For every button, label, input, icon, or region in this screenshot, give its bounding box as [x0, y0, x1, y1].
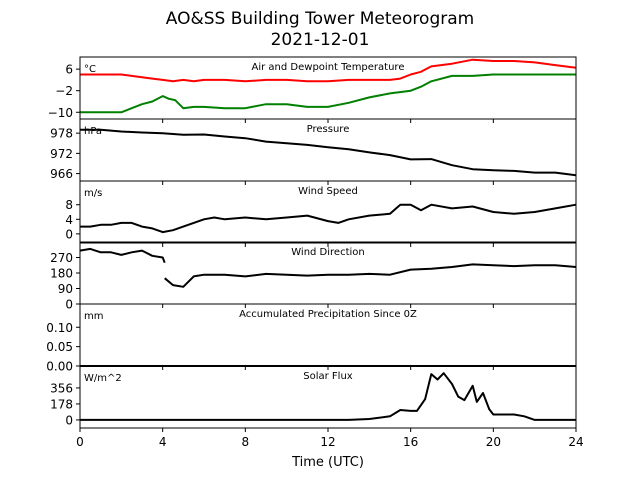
- x-tick-label: 16: [403, 435, 418, 449]
- x-tick-label: 4: [159, 435, 167, 449]
- temp-ytick-label: −10: [48, 106, 73, 120]
- pressure-unit-label: hPa: [84, 126, 102, 137]
- solar-series-line-0: [80, 372, 576, 421]
- x-tick-label: 12: [320, 435, 335, 449]
- temp-panel-title: Air and Dewpoint Temperature: [252, 62, 405, 73]
- chart-subtitle: 2021-12-01: [271, 30, 370, 50]
- panel-precip: 0.10 0.05 0.00 Accumulated Precipitation Si…: [46, 303, 577, 374]
- wind-direction-series-line-1: [164, 263, 577, 288]
- temp-series-line-1: [80, 73, 576, 114]
- pressure-panel-title: Pressure: [307, 124, 350, 135]
- wind-speed-ytick-label: 0: [65, 227, 73, 241]
- wind-direction-series-line-0: [79, 247, 166, 264]
- precip-ytick-label: 0.10: [46, 321, 73, 335]
- wind-direction-ytick-label: 270: [50, 251, 73, 265]
- wind-direction-ytick-label: 180: [50, 267, 73, 281]
- wind-speed-series-line-0: [80, 203, 577, 234]
- chart-title: AO&SS Building Tower Meteorogram: [166, 9, 474, 29]
- pressure-ytick-label: 978: [50, 127, 73, 141]
- wind-direction-panel-title: Wind Direction: [291, 247, 365, 258]
- precip-ytick-label: 0.00: [46, 360, 73, 374]
- solar-ytick-label: 178: [50, 397, 73, 411]
- temp-series-line-0: [80, 58, 577, 83]
- solar-panel-title: Solar Flux: [303, 371, 353, 382]
- precip-panel-title: Accumulated Precipitation Since 0Z: [239, 309, 417, 320]
- x-tick-label: 0: [76, 435, 84, 449]
- x-tick-label: 24: [568, 435, 583, 449]
- wind-direction-ytick-label: 0: [65, 298, 73, 312]
- wind-speed-ytick-label: 4: [65, 213, 73, 227]
- panel-solar: 356 178 0 Solar Flux W/m^2: [50, 365, 577, 432]
- solar-unit-label: W/m^2: [84, 373, 122, 384]
- wind-speed-panel-title: Wind Speed: [298, 186, 358, 197]
- solar-ytick-label: 356: [50, 381, 73, 395]
- wind-speed-unit-label: m/s: [84, 188, 102, 199]
- panel-pressure: 978 972 966 Pressure hPa: [50, 118, 577, 185]
- panel-wind-speed: 840 Wind Speed m/s: [65, 180, 577, 247]
- x-tick-label: 8: [242, 435, 250, 449]
- temp-unit-label: °C: [84, 64, 96, 75]
- panel-temp: 6 −2 −10 Air and Dewpoint Temperature °C: [48, 56, 577, 123]
- temp-ytick-label: 6: [65, 63, 73, 77]
- wind-direction-ytick-label: 90: [58, 282, 73, 296]
- solar-ytick-label: 0: [65, 413, 73, 427]
- pressure-ytick-label: 966: [50, 167, 73, 181]
- x-tick-label: 20: [486, 435, 501, 449]
- pressure-ytick-label: 972: [50, 147, 73, 161]
- pressure-series-line-0: [80, 128, 577, 177]
- precip-ytick-label: 0.05: [46, 340, 73, 354]
- precip-unit-label: mm: [84, 311, 103, 322]
- wind-speed-ytick-label: 8: [65, 198, 73, 212]
- x-axis-label: Time (UTC): [291, 455, 364, 470]
- temp-ytick-label: −2: [55, 84, 73, 98]
